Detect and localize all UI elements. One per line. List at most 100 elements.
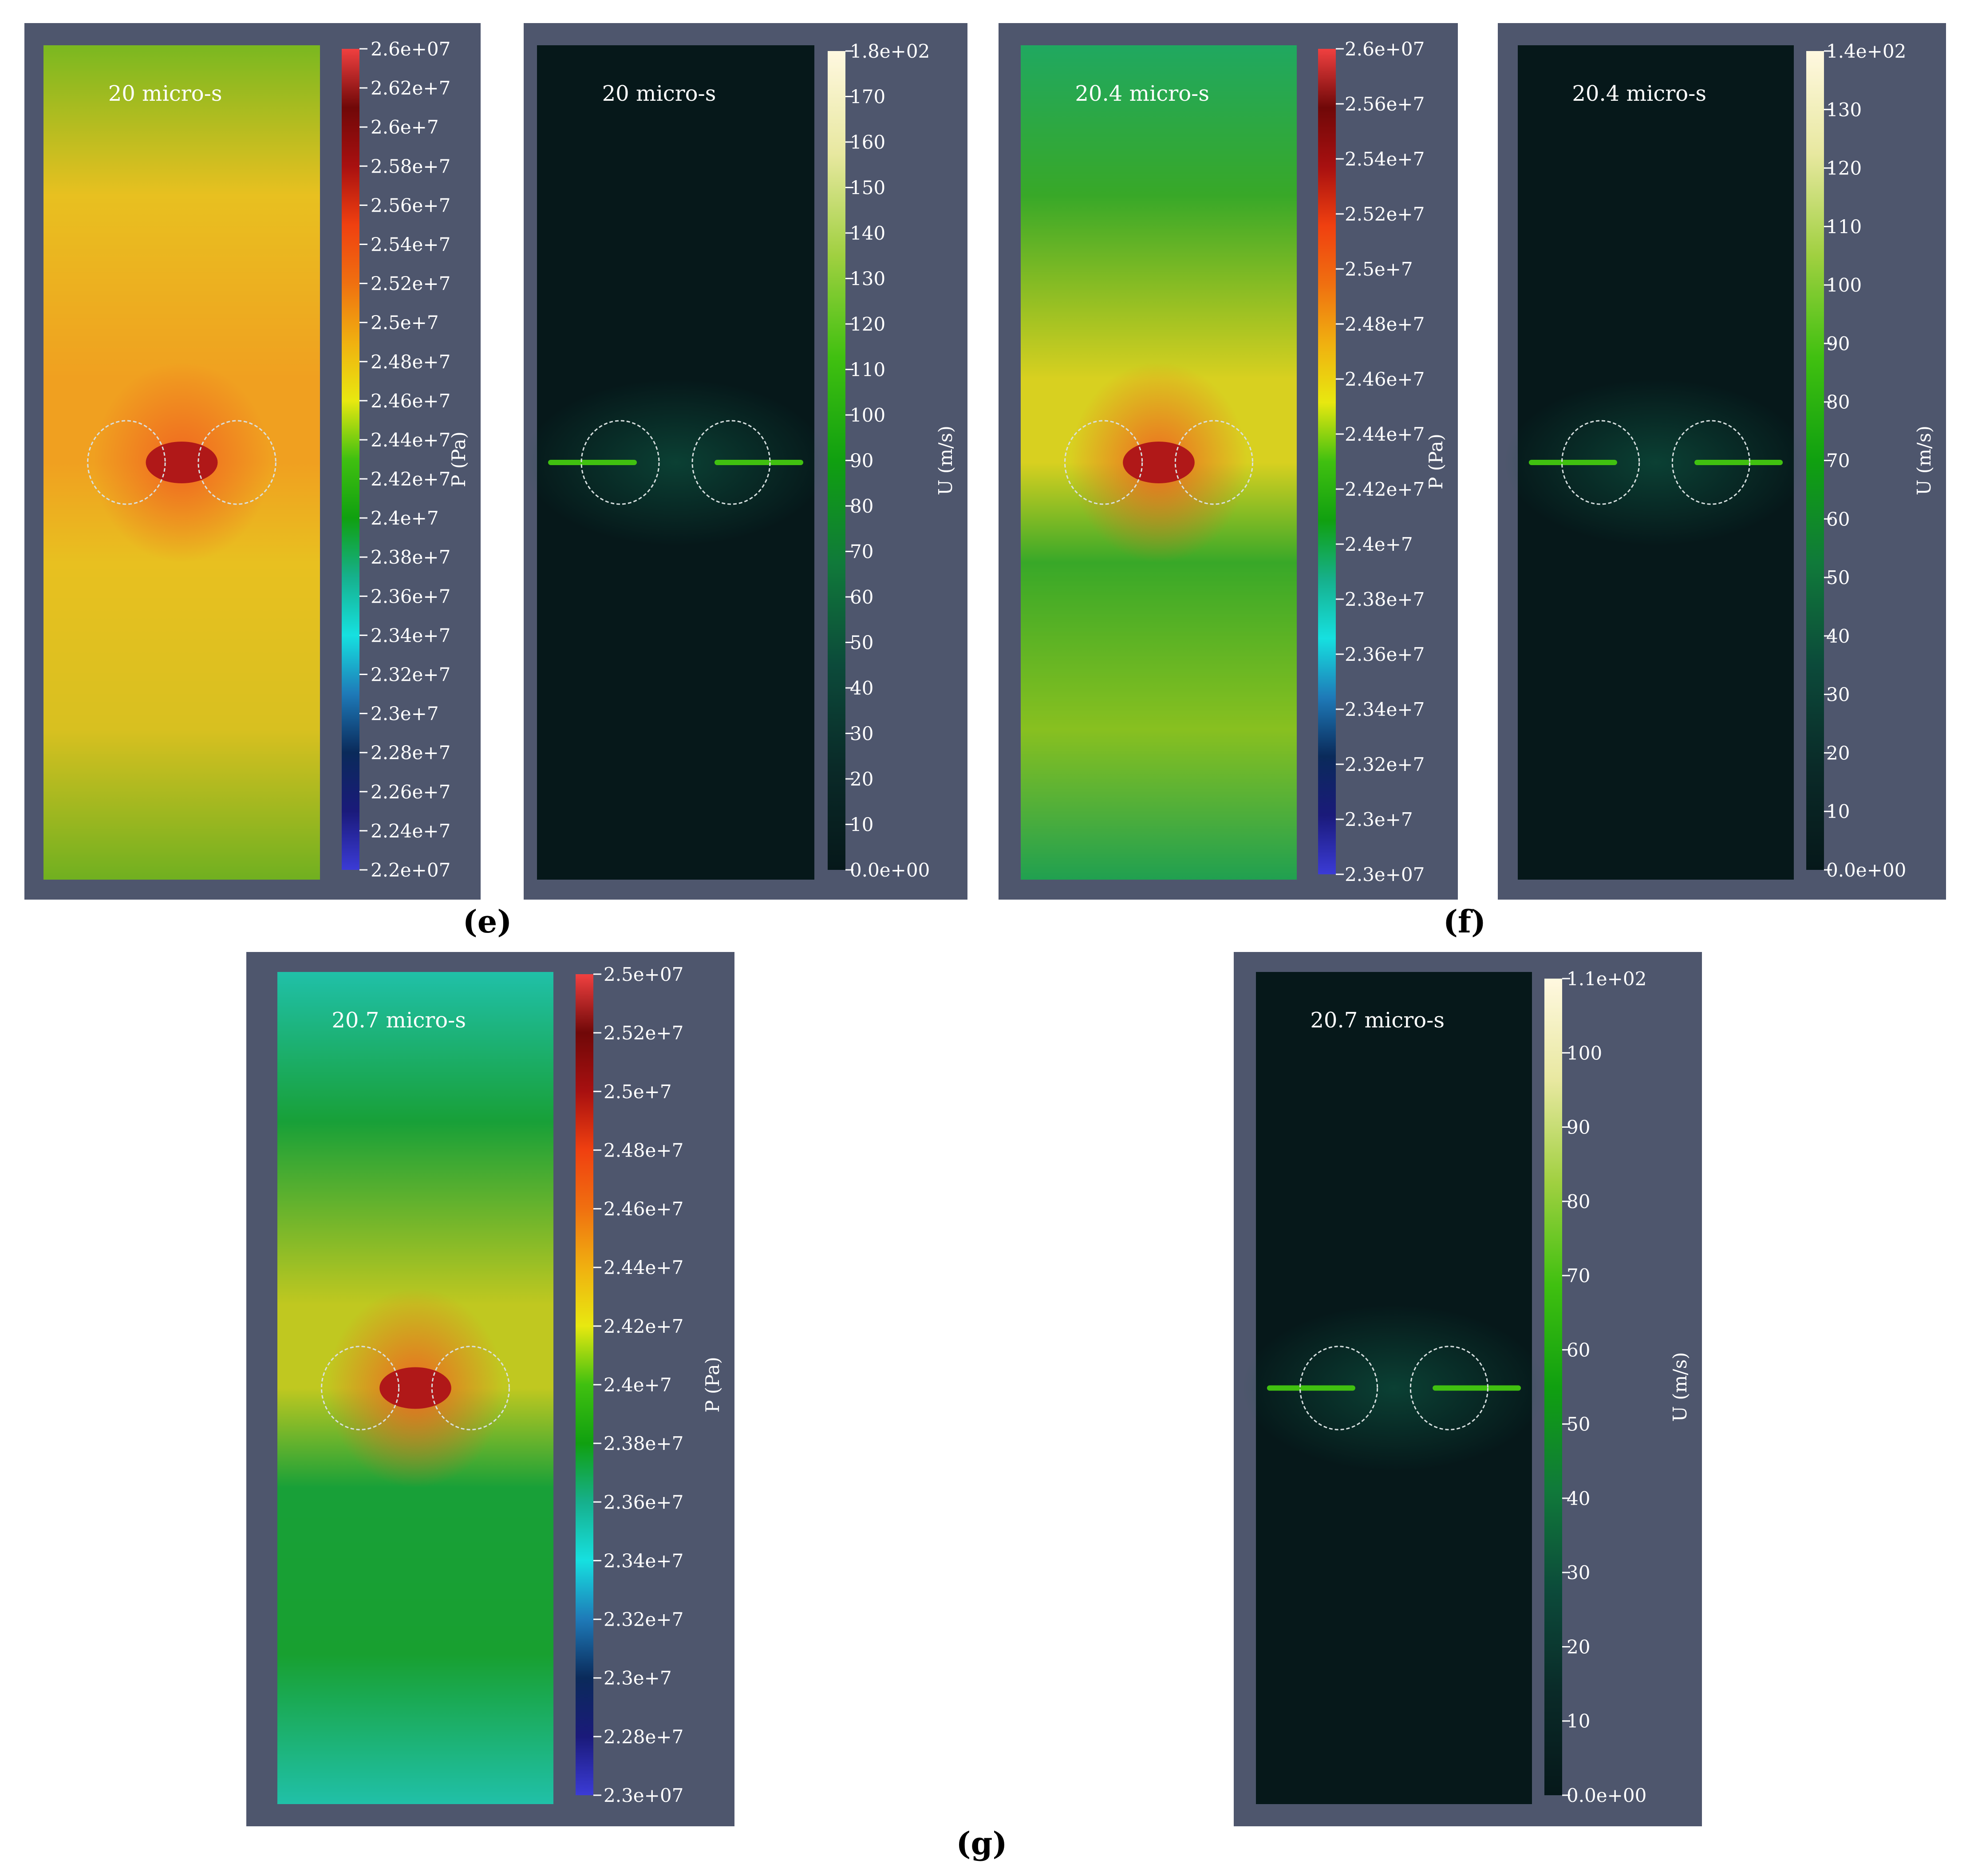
colorbar-tick-label: 2.42e+7: [604, 1315, 683, 1337]
colorbar-tick-label: 120: [850, 313, 885, 335]
colorbar-tick-label: 100: [850, 404, 885, 426]
velocity-jet-left: [1528, 460, 1617, 465]
colorbar-tick-label: 120: [1826, 158, 1862, 179]
time-label: 20 micro-s: [108, 81, 222, 106]
colorbar-scale: [1806, 51, 1824, 870]
colorbar-tick-label: 2.6e+7: [371, 116, 439, 138]
figure-label-e-text: (e): [462, 903, 512, 940]
colorbar-tick-label: 2.24e+7: [371, 820, 450, 842]
colorbar-tick-label: 2.5e+07: [604, 964, 683, 985]
colorbar-tick-label: 60: [850, 586, 873, 608]
bubble-outline-right: [1174, 420, 1253, 505]
colorbar-tick-label: 2.4e+7: [1345, 533, 1413, 555]
figure-label-e: (e): [421, 903, 554, 940]
bubble-outline-right: [1671, 420, 1750, 505]
colorbar-tick-label: 2.34e+7: [371, 624, 450, 646]
colorbar-tick-label: 2.48e+7: [1345, 313, 1425, 335]
velocity-jet-left: [548, 460, 637, 465]
colorbar: 2.6e+07 2.56e+7 2.54e+7 2.52e+7 2.5e+7 2.48e+…: [1318, 38, 1447, 885]
bubble-outline-left: [1561, 420, 1640, 505]
figure-label-g-text: (g): [956, 1825, 1007, 1862]
colorbar-axis-title: P (Pa): [702, 1357, 723, 1413]
colorbar-tick-label: 0.0e+00: [1567, 1785, 1646, 1806]
colorbar-tick-label: 70: [1567, 1265, 1590, 1287]
colorbar-scale: [342, 49, 359, 870]
colorbar-tick-label: 2.46e+7: [371, 390, 450, 412]
colorbar-tick-label: 40: [850, 677, 873, 699]
colorbar-tick-label: 20: [850, 768, 873, 790]
colorbar-tick-label: 90: [1567, 1117, 1590, 1138]
colorbar-tick-label: 70: [850, 541, 873, 563]
colorbar-tick-label: 90: [850, 450, 873, 472]
colorbar-tick-label: 2.36e+7: [604, 1491, 683, 1513]
colorbar-tick-label: 10: [1826, 801, 1850, 822]
colorbar-tick-label: 110: [850, 359, 885, 381]
colorbar-tick-label: 2.52e+7: [604, 1022, 683, 1044]
colorbar-tick-label: 2.32e+7: [1345, 754, 1425, 775]
colorbar-tick-label: 2.52e+7: [371, 273, 450, 295]
colorbar-tick-label: 2.6e+07: [1345, 38, 1425, 60]
colorbar-tick-label: 130: [850, 268, 885, 290]
colorbar-tick-label: 2.54e+7: [371, 233, 450, 255]
colorbar-tick-label: 2.26e+7: [371, 781, 450, 803]
field-plot: [277, 972, 553, 1804]
panel-p5: 20.7 micro-s2.5e+072.52e+72.5e+72.48e+72…: [246, 952, 734, 1826]
field-plot: [1021, 45, 1297, 880]
bubble-outline-left: [580, 420, 660, 505]
colorbar-tick-label: 50: [1826, 567, 1850, 588]
colorbar-tick-label: 0.0e+00: [850, 859, 930, 881]
colorbar-tick-label: 2.38e+7: [604, 1433, 683, 1454]
colorbar-tick-label: 140: [850, 222, 885, 244]
colorbar-tick-label: 2.44e+7: [1345, 423, 1425, 445]
bubble-outline-left: [321, 1346, 400, 1430]
field-plot: [43, 45, 320, 880]
colorbar-tick-label: 2.5e+7: [1345, 258, 1413, 280]
colorbar-tick-label: 2.58e+7: [371, 155, 450, 177]
velocity-jet-right: [1433, 1385, 1521, 1391]
colorbar-tick-label: 2.44e+7: [604, 1257, 683, 1279]
field-plot: [1504, 45, 1808, 880]
colorbar-tick-label: 20: [1826, 742, 1850, 764]
colorbar-tick-label: 2.3e+07: [604, 1785, 683, 1806]
colorbar-tick-label: 2.42e+7: [1345, 478, 1425, 500]
colorbar-tick-label: 2.36e+7: [1345, 644, 1425, 665]
bubble-outline-left: [87, 420, 166, 505]
colorbar-tick-label: 2.54e+7: [1345, 148, 1425, 170]
colorbar: 1.1e+02 100 90 80 70 60 50 40 30 20 10 0.0e+00 U (m/…: [1544, 968, 1691, 1806]
colorbar-tick-label: 2.28e+7: [371, 742, 450, 764]
colorbar-tick-label: 10: [1567, 1710, 1590, 1732]
pressure-core: [1123, 442, 1195, 483]
colorbar-tick-label: 40: [1567, 1488, 1590, 1509]
colorbar: 2.6e+07 2.62e+7 2.6e+7 2.58e+7 2.56e+7 2.54e+…: [342, 38, 470, 881]
colorbar-tick-label: 2.52e+7: [1345, 203, 1425, 225]
colorbar-tick-label: 80: [850, 495, 873, 517]
colorbar-tick-label: 50: [850, 632, 873, 654]
colorbar-scale: [1318, 49, 1336, 874]
field-plot: [523, 45, 829, 880]
colorbar-tick-label: 2.4e+7: [371, 507, 439, 529]
colorbar-tick-label: 130: [1826, 99, 1862, 121]
colorbar-tick-label: 1.8e+02: [850, 40, 930, 62]
colorbar-tick-label: 110: [1826, 216, 1862, 237]
time-label: 20.7 micro-s: [1310, 1008, 1445, 1033]
colorbar-tick-label: 2.48e+7: [371, 351, 450, 373]
colorbar-tick-label: 70: [1826, 450, 1850, 472]
pressure-core: [146, 442, 218, 483]
colorbar-tick-label: 2.28e+7: [604, 1726, 683, 1748]
colorbar-tick-label: 100: [1567, 1042, 1602, 1064]
colorbar-tick-label: 2.34e+7: [1345, 699, 1425, 720]
pressure-core: [379, 1367, 451, 1409]
colorbar-axis-title: P (Pa): [448, 431, 470, 487]
colorbar-tick-label: 100: [1826, 274, 1862, 296]
colorbar-tick-label: 160: [850, 131, 885, 153]
colorbar-tick-label: 30: [1826, 684, 1850, 706]
colorbar-tick-label: 30: [850, 723, 873, 745]
colorbar-tick-label: 1.1e+02: [1567, 968, 1646, 990]
colorbar-tick-label: 2.36e+7: [371, 585, 450, 607]
figure-label-f-text: (f): [1443, 903, 1486, 940]
velocity-glow: [523, 379, 829, 546]
velocity-glow: [1242, 1305, 1546, 1471]
colorbar-tick-label: 60: [1826, 508, 1850, 530]
